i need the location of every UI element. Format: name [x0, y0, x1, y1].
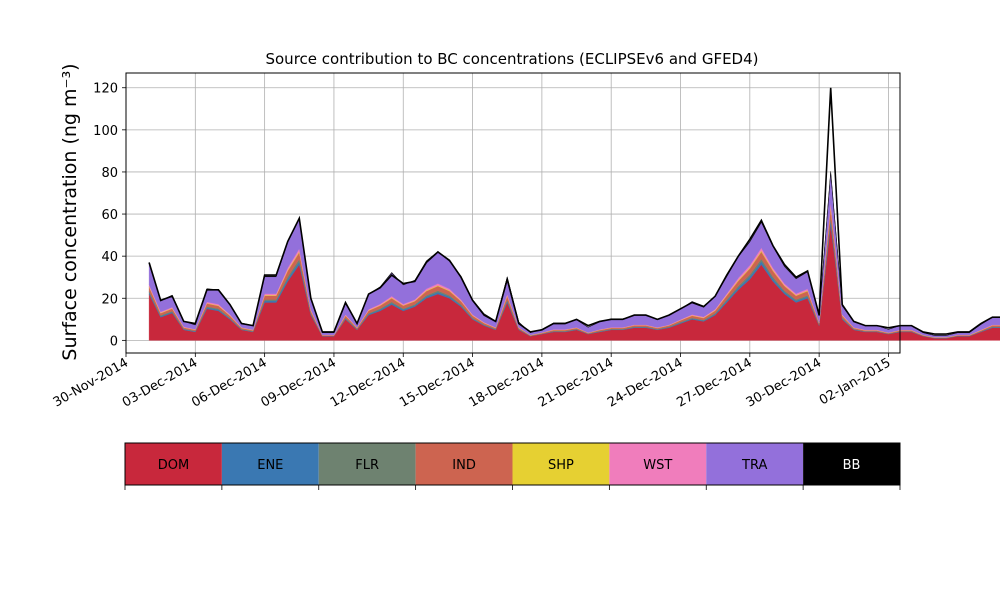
x-tick-label: 15-Dec-2014	[397, 355, 477, 410]
legend-swatch-flr	[318, 443, 416, 485]
plot-frame	[125, 72, 901, 354]
x-tick-labels: 30-Nov-201403-Dec-201406-Dec-201409-Dec-…	[51, 355, 894, 410]
legend-label-dom: DOM	[158, 458, 189, 473]
legend-swatch-ene	[221, 443, 319, 485]
x-tick-label: 30-Nov-2014	[51, 355, 131, 410]
y-axis-label: Surface concentration (ng m⁻³)	[59, 63, 81, 360]
legend-swatch-dom	[125, 443, 222, 485]
legend-swatch-shp	[512, 443, 610, 485]
y-tick-label: 60	[101, 208, 118, 223]
total-outline	[148, 87, 1000, 335]
chart-title: Source contribution to BC concentrations…	[265, 50, 758, 68]
legend-label-shp: SHP	[548, 458, 574, 473]
y-tick-label: 40	[101, 250, 118, 265]
y-tick-label: 20	[101, 292, 118, 307]
y-tick-label: 100	[93, 124, 118, 139]
x-tick-label: 27-Dec-2014	[674, 355, 754, 410]
legend-label-bb: BB	[843, 458, 861, 473]
x-tick-label: 18-Dec-2014	[466, 355, 546, 410]
y-tick-label: 80	[101, 166, 118, 181]
legend-label-tra: TRA	[741, 458, 767, 473]
legend-swatch-ind	[415, 443, 513, 485]
y-tick-label: 0	[110, 334, 118, 349]
y-tick-labels: 0 20 40 60 80 100 120	[93, 82, 118, 350]
x-tick-label: 02-Jan-2015	[817, 355, 894, 408]
legend-swatch-tra	[706, 443, 804, 485]
legend: DOM ENE FLR IND SHP WST TRA BB	[124, 442, 901, 490]
axes	[122, 72, 901, 357]
x-tick-label: 21-Dec-2014	[536, 355, 616, 410]
x-tick-label: 09-Dec-2014	[259, 355, 339, 410]
legend-swatch-bb	[803, 443, 900, 485]
x-tick-label: 06-Dec-2014	[189, 355, 269, 410]
legend-swatch-wst	[609, 443, 707, 485]
x-tick-label: 24-Dec-2014	[605, 355, 685, 410]
x-tick-label: 03-Dec-2014	[120, 355, 200, 410]
legend-label-ind: IND	[452, 458, 476, 473]
total-line	[148, 87, 1000, 335]
y-tick-label: 120	[93, 82, 118, 97]
stacked-areas	[148, 171, 1000, 341]
x-tick-label: 30-Dec-2014	[744, 355, 824, 410]
legend-label-wst: WST	[643, 458, 672, 473]
x-tick-label: 12-Dec-2014	[328, 355, 408, 410]
legend-label-ene: ENE	[257, 458, 283, 473]
legend-label-flr: FLR	[355, 458, 379, 473]
